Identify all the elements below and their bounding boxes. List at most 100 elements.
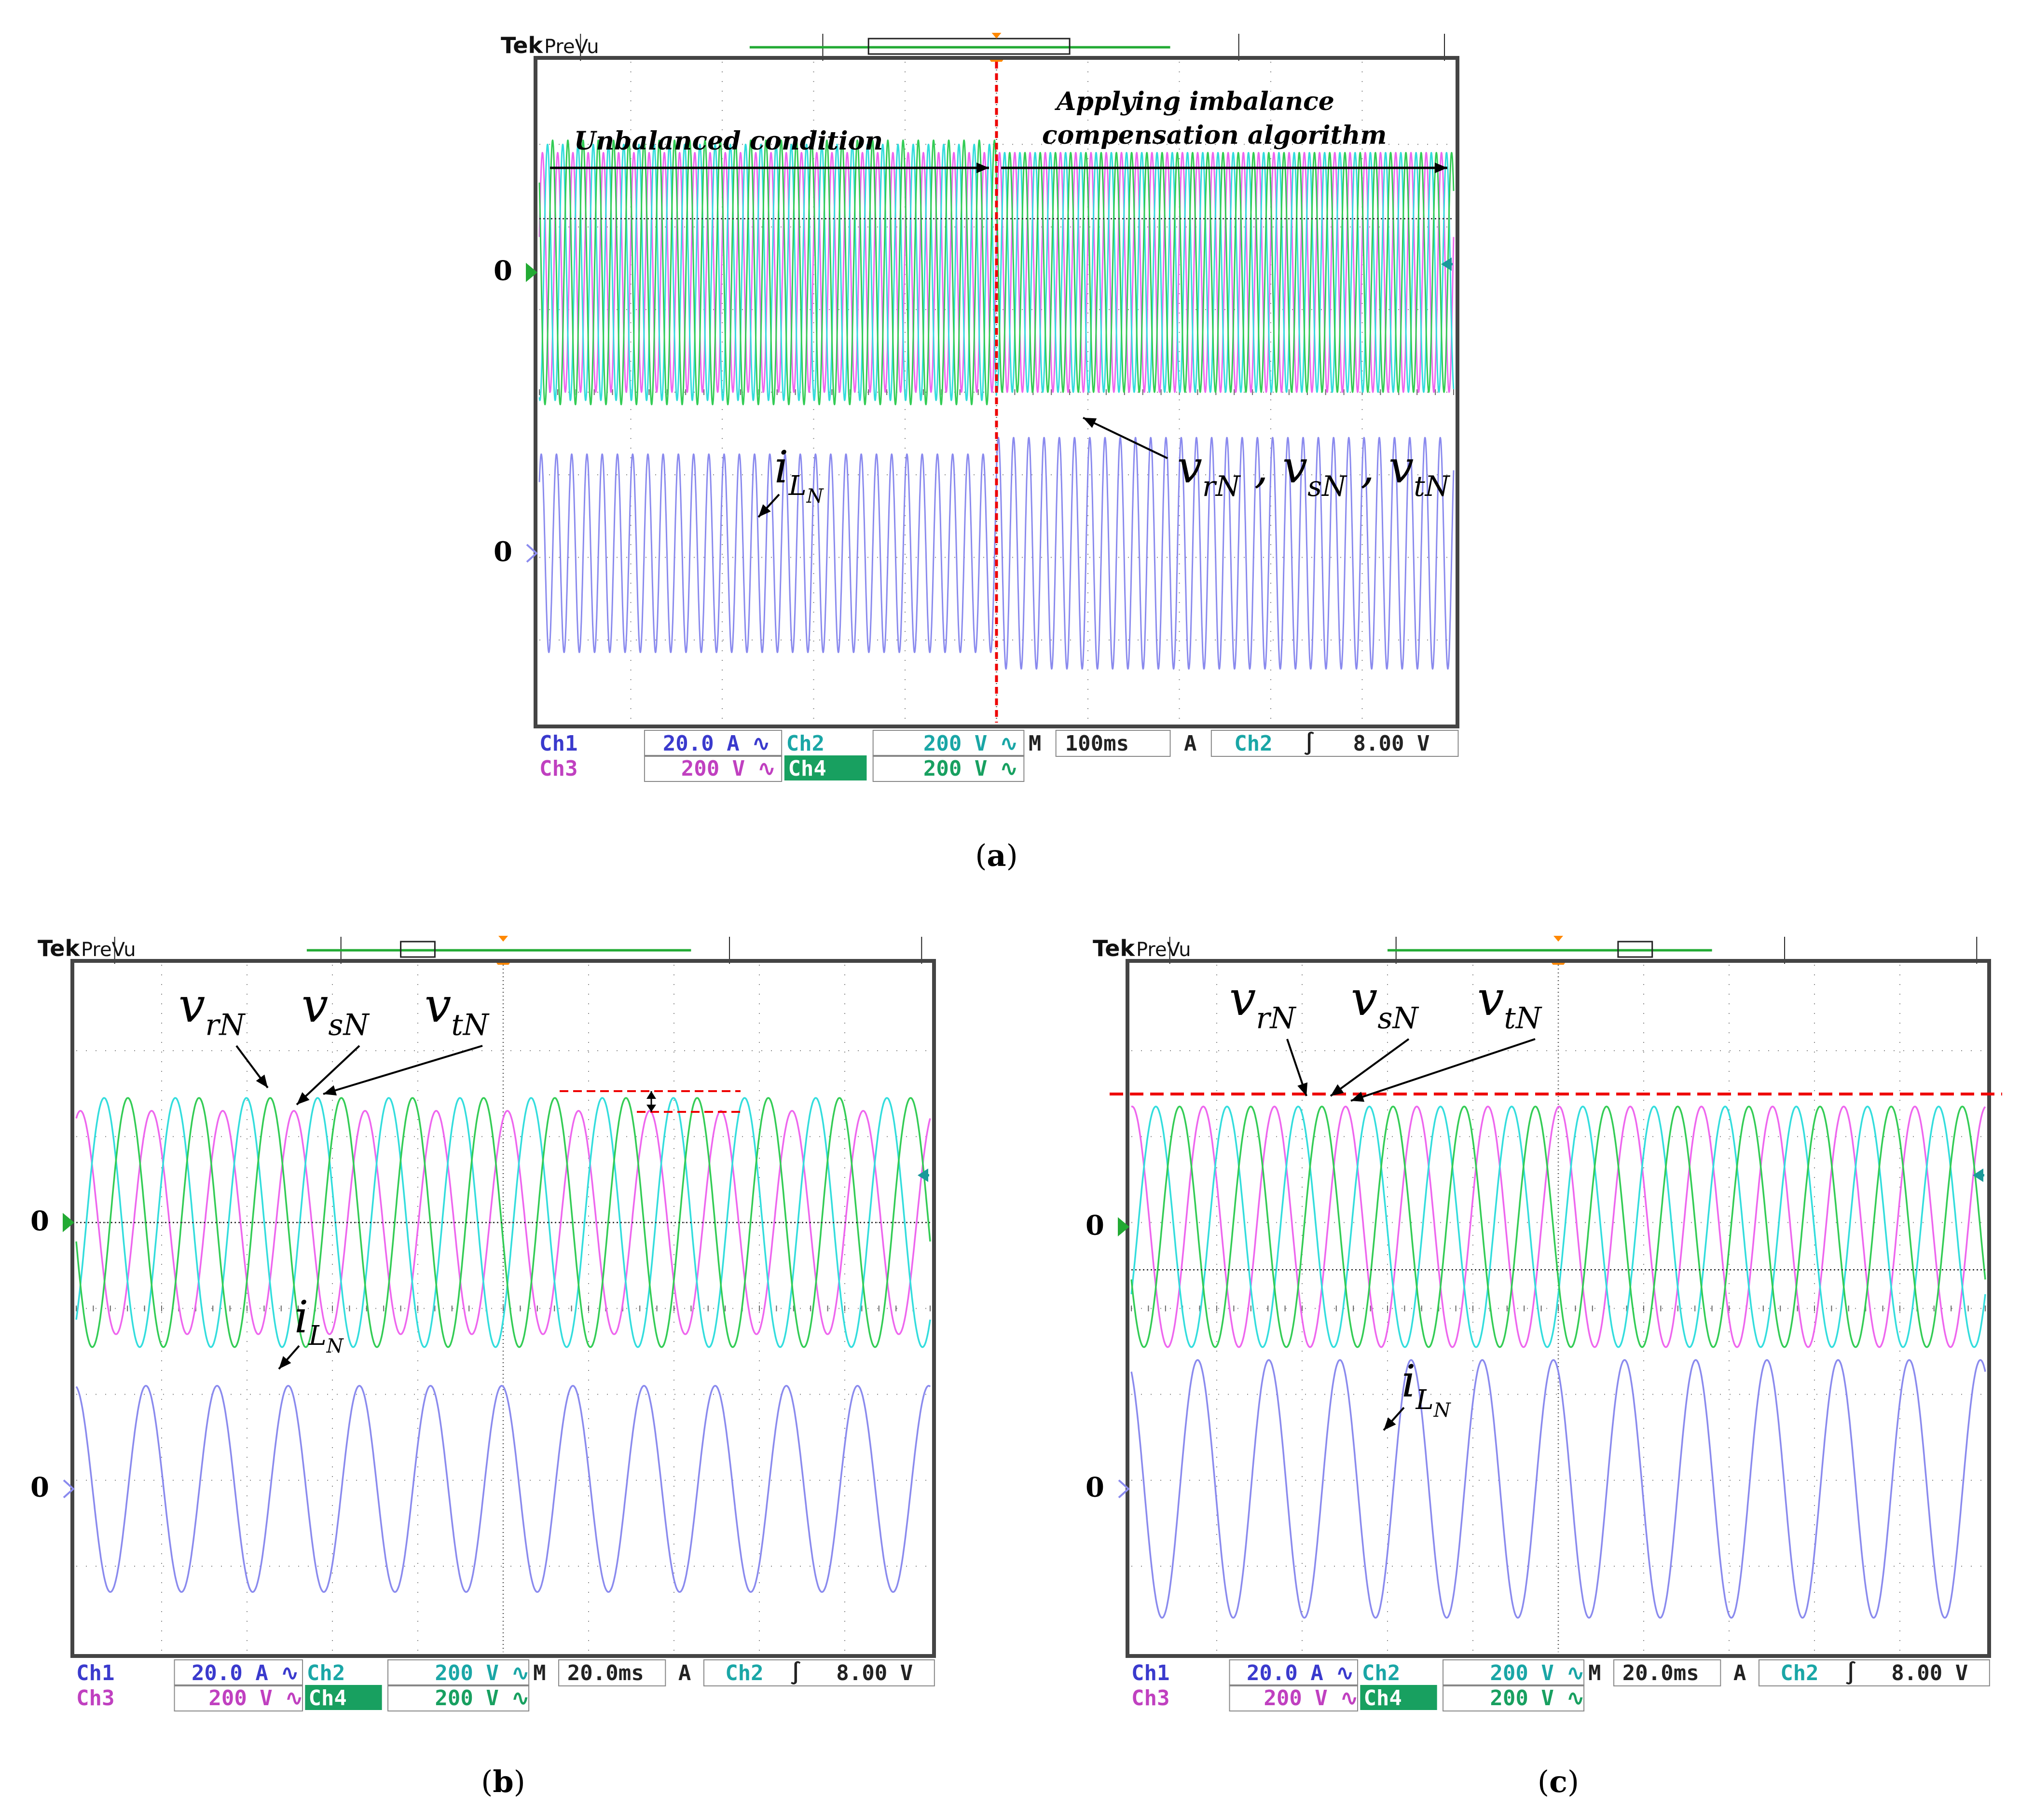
annotation-vt: vtN <box>1477 972 1542 1035</box>
caption-close: ) <box>1006 838 1018 873</box>
waveform-i-ln <box>75 1385 931 1593</box>
readout-box <box>174 1659 303 1686</box>
ground-label-current: 0 <box>30 1472 49 1504</box>
readout-box <box>1613 1659 1721 1686</box>
trigger-level: 8.00 V <box>1353 731 1430 756</box>
readout-box <box>1758 1659 1990 1686</box>
ch4-label-background <box>305 1685 382 1710</box>
arrow-vr-head <box>256 1074 268 1088</box>
annotation-vr-main: v <box>1229 972 1256 1026</box>
ground-marker-current <box>526 544 538 563</box>
voltage-label-sub: sN <box>1307 470 1347 503</box>
ch4-label-background <box>1360 1685 1437 1710</box>
trigger-source: Ch2 <box>1234 731 1272 756</box>
timebase-value: 20.0ms <box>567 1661 644 1685</box>
ground-marker-voltage <box>526 262 537 282</box>
annotation-vs-main: v <box>302 978 328 1033</box>
panel-a: Tek PreVu 0 0 Ch1 20.0 A ∿ Ch2 200 V ∿ M 100ms A Ch… <box>494 32 1459 873</box>
readout-box <box>558 1659 666 1686</box>
trigger-prefix: A <box>678 1661 691 1685</box>
ch4-label-background <box>784 755 867 780</box>
waveform-v-tn <box>1130 1106 1986 1348</box>
arrow-vs-head <box>297 1092 310 1105</box>
waveform-i-ln <box>1130 1359 1986 1619</box>
waveform-v-sn <box>1130 1106 1986 1348</box>
ground-marker-voltage <box>63 1213 74 1232</box>
arrow-vs-head <box>1331 1084 1344 1096</box>
voltage-label-main: v <box>1177 441 1202 493</box>
mode-label: PreVu <box>81 939 136 961</box>
caption-close: ) <box>514 1764 525 1799</box>
ground-marker-current <box>1118 1479 1130 1499</box>
view-bracket <box>400 941 436 958</box>
arrow-voltages-head <box>1083 418 1097 428</box>
annotation-applying-line1: Applying imbalance <box>1054 87 1334 116</box>
caption-letter: c <box>1549 1764 1567 1799</box>
annotation-vs-main: v <box>1351 972 1377 1026</box>
ch1-scale: 20.0 A ∿ <box>192 1661 299 1685</box>
annotation-vr: vrN <box>1229 972 1296 1035</box>
ch2-scale: 200 V ∿ <box>923 731 1018 756</box>
ch4-scale: 200 V ∿ <box>1490 1686 1584 1711</box>
caption-open: ( <box>975 838 987 873</box>
trigger-position-marker <box>1553 936 1563 942</box>
ch4-scale: 200 V ∿ <box>435 1686 529 1711</box>
annotation-vt-sub: tN <box>451 1008 489 1042</box>
ch1-label: Ch1 <box>76 1661 114 1685</box>
view-bracket <box>1617 941 1653 958</box>
arrow-vs-shaft <box>1330 1038 1410 1097</box>
ch2-scale: 200 V ∿ <box>435 1661 529 1685</box>
readout-box <box>1229 1659 1359 1686</box>
arrow-voltages-shaft <box>1083 417 1168 459</box>
timebase-prefix: M <box>1588 1661 1601 1685</box>
ch2-label: Ch2 <box>307 1661 345 1685</box>
trigger-source: Ch2 <box>725 1661 763 1685</box>
caption-close: ) <box>1567 1764 1579 1799</box>
readout-box <box>387 1659 530 1686</box>
annotation-vs-sub: sN <box>1377 1001 1419 1035</box>
readout-box <box>174 1684 303 1711</box>
annotation-voltages: vrN , vsN , vtN <box>1177 441 1451 503</box>
waveform-v-tn <box>75 1097 931 1348</box>
view-bracket <box>867 38 1071 55</box>
waveform-v-sn <box>75 1097 931 1348</box>
annotation-vr-main: v <box>179 978 205 1033</box>
ch3-label: Ch3 <box>1131 1686 1169 1711</box>
ground-label-voltage: 0 <box>30 1205 49 1237</box>
arrow-vs-shaft <box>296 1045 360 1106</box>
arrow-vr-head <box>1297 1082 1308 1096</box>
trigger-prefix: A <box>1733 1661 1746 1685</box>
ch1-label: Ch1 <box>539 731 577 756</box>
ch3-scale: 200 V ∿ <box>208 1686 303 1711</box>
waveform-v-rn <box>75 1110 931 1335</box>
ch4-scale: 200 V ∿ <box>923 756 1018 781</box>
arrow-vt-shaft <box>1350 1038 1536 1102</box>
ground-marker-voltage <box>1118 1217 1129 1237</box>
readout-box <box>1443 1684 1585 1711</box>
annotation-current: iLN <box>1402 1355 1452 1422</box>
readout-box <box>644 730 783 757</box>
readout-box <box>1443 1659 1585 1686</box>
current-label-subsub: N <box>326 1335 344 1357</box>
readout-box <box>1210 730 1459 757</box>
arrow-current-head <box>279 1356 291 1369</box>
caption-open: ( <box>1538 1764 1549 1799</box>
current-label-main: i <box>1402 1355 1415 1407</box>
trigger-slope-icon: ∫ <box>789 1661 802 1685</box>
arrow-current-head <box>1384 1417 1396 1430</box>
trigger-position-marker <box>991 33 1002 39</box>
annotation-vr: vrN <box>179 978 246 1042</box>
arrow-vt-head <box>1351 1092 1365 1102</box>
annotation-vt: vtN <box>425 978 490 1042</box>
current-label-subsub: N <box>1433 1399 1452 1422</box>
current-label-sub: L <box>788 470 806 502</box>
ground-marker-current <box>63 1479 75 1499</box>
ch3-label: Ch3 <box>76 1686 114 1711</box>
ch4-label: Ch4 <box>788 756 826 781</box>
trigger-slope-icon: ∫ <box>1844 1661 1857 1685</box>
voltage-label-main: , v <box>1347 441 1414 493</box>
ground-label-voltage: 0 <box>1086 1209 1104 1241</box>
ch1-scale: 20.0 A ∿ <box>663 731 770 756</box>
